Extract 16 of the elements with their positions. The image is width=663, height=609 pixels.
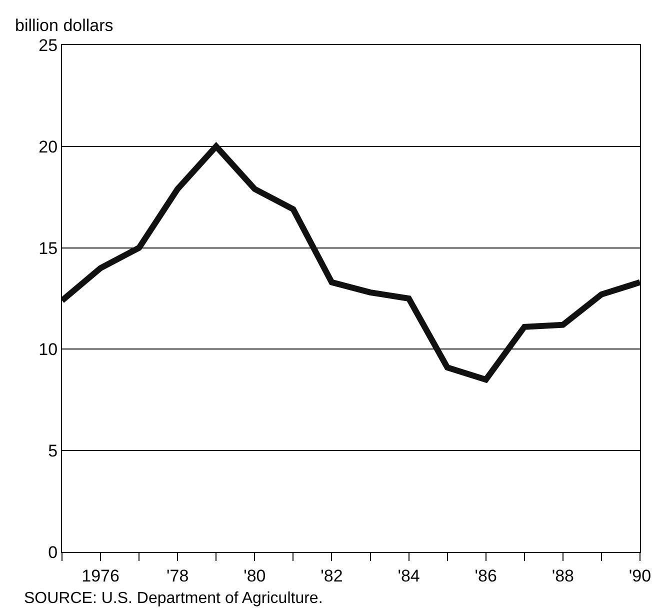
y-tick-label: 25 <box>38 36 58 55</box>
x-tick-label: '82 <box>320 566 343 586</box>
y-axis-title: billion dollars <box>15 16 114 35</box>
x-tick-label: 1976 <box>82 566 120 586</box>
y-tick-label: 5 <box>48 442 58 461</box>
x-tick-label: '86 <box>474 566 497 586</box>
y-tick-label: 10 <box>38 340 58 360</box>
x-tick-label: '84 <box>398 566 420 586</box>
y-tick-label: 0 <box>48 542 58 562</box>
x-tick-label: '80 <box>244 566 266 586</box>
y-tick-label: 15 <box>38 238 58 258</box>
y-tick-label: 20 <box>38 137 58 156</box>
x-tick-label: '88 <box>552 566 574 586</box>
source-note: SOURCE: U.S. Department of Agriculture. <box>24 590 323 607</box>
x-tick-label: '90 <box>628 566 652 586</box>
x-tick-label: '78 <box>166 566 189 586</box>
